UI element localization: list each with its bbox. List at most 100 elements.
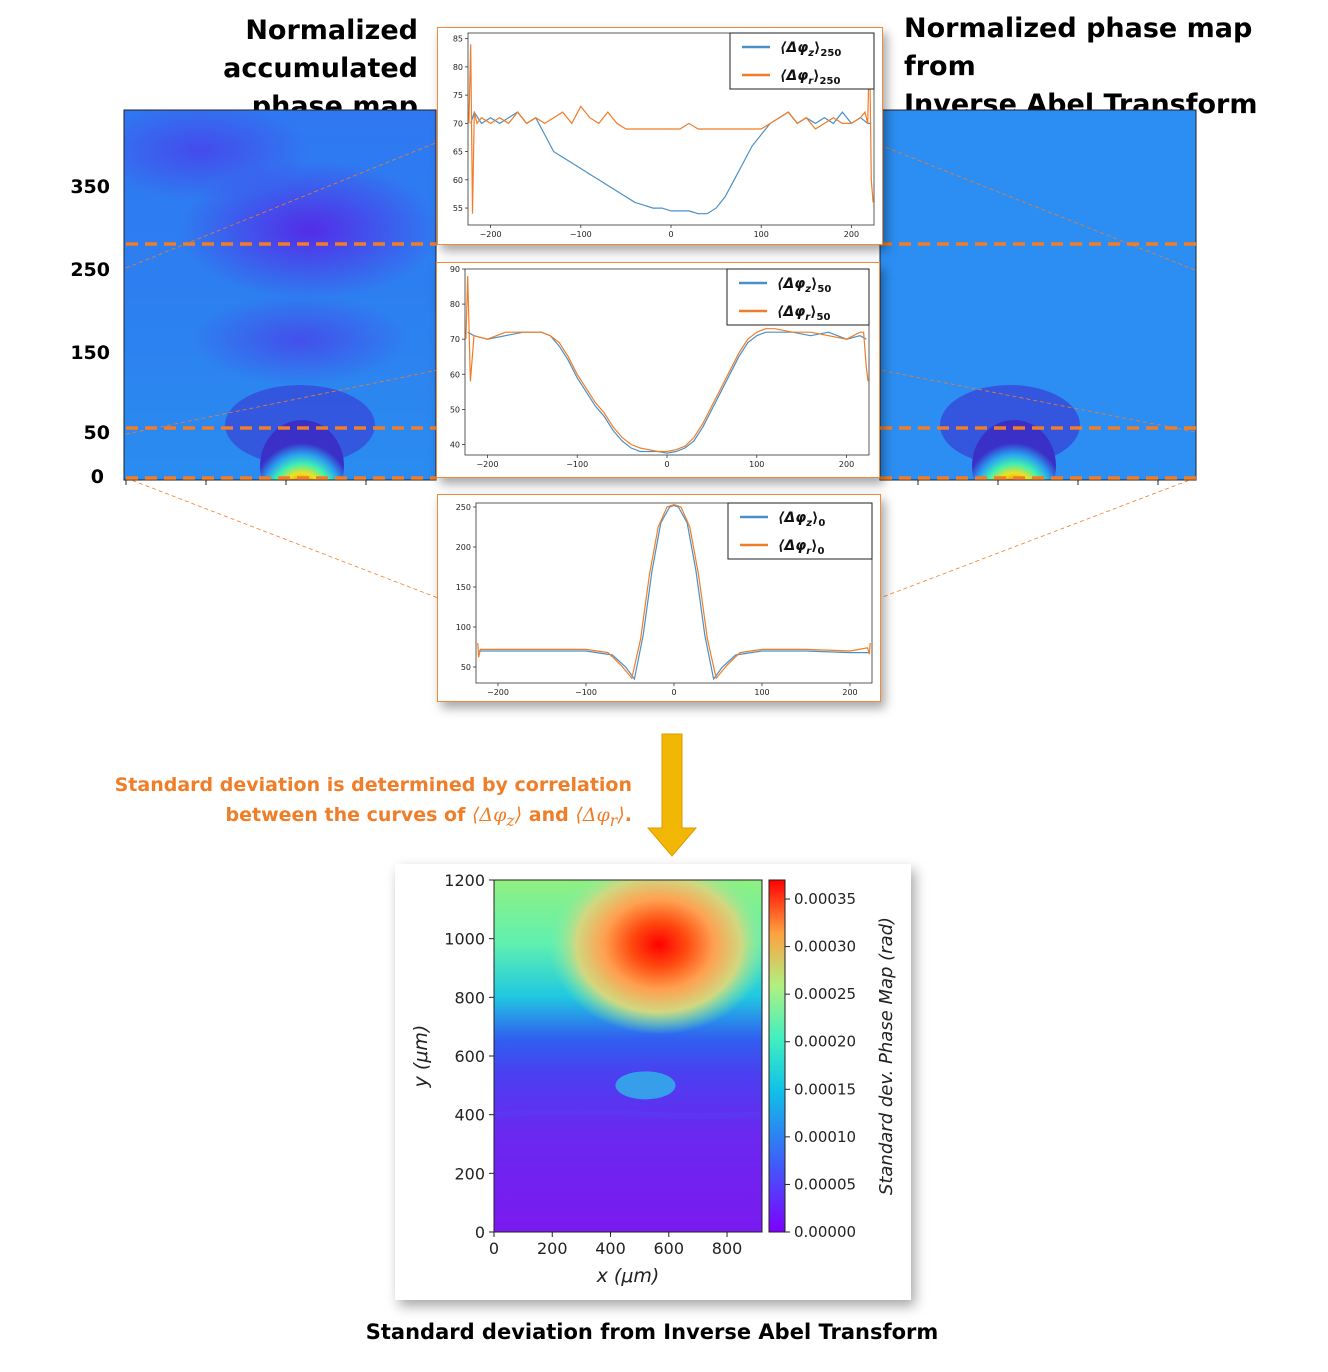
profile-chart-250: −200 −100 0 100 20055606570758085⟨Δφz⟩250⟨Δφ… xyxy=(453,32,875,239)
cb-tick-label: 0.00010 xyxy=(794,1128,856,1146)
std-dev-heatmap: 0 200 400 600 800 0 200 400 600 800 1000 1200 x (μm)… xyxy=(410,871,897,1287)
y-tick-label: 70 xyxy=(453,119,463,128)
y-tick-label: 60 xyxy=(450,370,460,379)
cb-tick-label: 0.00030 xyxy=(794,938,856,956)
hm-x-tick-label: 400 xyxy=(595,1239,626,1258)
x-tick-label: −100 xyxy=(570,230,592,239)
x-tick-label: 0 xyxy=(668,230,673,239)
dashed-row-markers xyxy=(126,242,1196,480)
heatmap-peak xyxy=(548,880,762,1035)
phase-maps xyxy=(123,109,1197,599)
x-tick-label: 200 xyxy=(842,688,857,697)
legend: ⟨Δφz⟩0 ⟨Δφr⟩0 xyxy=(727,502,873,560)
left-map-title: Normalized accumulated phase map xyxy=(60,12,418,126)
map-ytick-50: 50 xyxy=(83,422,110,444)
std-dev-figure: 0 200 400 600 800 0 200 400 600 800 1000 1200 x (μm)… xyxy=(395,864,911,1300)
hm-y-axis-label: y (μm) xyxy=(410,1025,432,1089)
hm-y-tick-label: 0 xyxy=(475,1223,485,1242)
note-line2: between the curves of ⟨Δφz⟩ and ⟨Δφr⟩. xyxy=(225,804,632,830)
colorbar xyxy=(768,879,786,1233)
hm-y-tick-label: 800 xyxy=(454,988,485,1007)
right-map-frame xyxy=(879,109,1197,481)
legend-label-r: ⟨Δφr⟩50 xyxy=(777,304,830,323)
series-line-z xyxy=(478,504,870,681)
hm-x-tick-label: 0 xyxy=(489,1239,499,1258)
legend-label-r: ⟨Δφr⟩0 xyxy=(778,538,825,557)
correlation-note: Standard deviation is determined by corr… xyxy=(72,770,632,836)
right-phase-map xyxy=(880,110,1196,480)
x-tick-label: 100 xyxy=(754,230,769,239)
y-tick-label: 50 xyxy=(461,663,471,672)
y-tick-label: 65 xyxy=(453,148,463,157)
hm-x-tick-label: 800 xyxy=(712,1239,743,1258)
cb-tick-label: 0.00015 xyxy=(794,1080,856,1098)
legend: ⟨Δφz⟩50 ⟨Δφr⟩50 xyxy=(726,268,870,326)
left-title-line1: Normalized accumulated xyxy=(223,15,418,84)
x-tick-label: −200 xyxy=(480,230,502,239)
hm-y-tick-label: 1000 xyxy=(444,930,485,949)
right-title-line1: Normalized phase map from xyxy=(904,13,1253,82)
legend-label-z: ⟨Δφz⟩0 xyxy=(778,510,825,529)
cb-tick-label: 0.00020 xyxy=(794,1033,856,1051)
y-tick-label: 80 xyxy=(450,300,460,309)
connector-lines xyxy=(125,141,1196,599)
legend-label-z: ⟨Δφz⟩50 xyxy=(777,276,831,295)
hm-y-tick-label: 1200 xyxy=(444,871,485,890)
colorbar-label: Standard dev. Phase Map (rad) xyxy=(876,917,897,1195)
y-tick-label: 50 xyxy=(450,405,460,414)
cb-tick-label: 0.00005 xyxy=(794,1175,856,1193)
profile-chart-0: −200 −100 0 100 200 50 100 150 200 250 ⟨Δφz⟩0 ⟨Δφr⟩… xyxy=(456,502,873,697)
y-tick-label: 85 xyxy=(453,35,463,44)
profile-panel-50: −200 −100 0 100 200 40 50 60 70 80 90 ⟨Δφz⟩50 ⟨Δφr⟩5… xyxy=(436,262,880,478)
legend-label-r: ⟨Δφr⟩250 xyxy=(780,68,840,87)
legend-label-z: ⟨Δφz⟩250 xyxy=(780,40,841,59)
figure-caption: Standard deviation from Inverse Abel Tra… xyxy=(365,1320,939,1344)
profile-chart-50: −200 −100 0 100 200 40 50 60 70 80 90 ⟨Δφz⟩50 ⟨Δφr⟩5… xyxy=(450,265,870,469)
x-tick-label: 200 xyxy=(844,230,859,239)
profile-panel-0: −200 −100 0 100 200 50 100 150 200 250 ⟨Δφz⟩0 ⟨Δφr⟩… xyxy=(437,494,881,702)
y-tick-label: 100 xyxy=(456,623,471,632)
plot-area xyxy=(475,502,873,684)
y-tick-label: 150 xyxy=(456,583,471,592)
y-tick-label: 70 xyxy=(450,335,460,344)
y-tick-label: 55 xyxy=(453,204,463,213)
series-line-r xyxy=(468,44,874,214)
note-line1: Standard deviation is determined by corr… xyxy=(114,774,632,796)
hm-y-tick-label: 400 xyxy=(454,1106,485,1125)
y-tick-label: 40 xyxy=(450,440,460,449)
legend-box xyxy=(726,268,870,326)
x-tick-label: 200 xyxy=(839,460,854,469)
hm-y-tick-label: 200 xyxy=(454,1164,485,1183)
legend: ⟨Δφz⟩250 ⟨Δφr⟩250 xyxy=(729,32,875,90)
left-phase-map xyxy=(124,110,436,480)
series-line-r xyxy=(477,503,871,680)
x-tick-label: 100 xyxy=(754,688,769,697)
x-tick-label: 0 xyxy=(671,688,676,697)
map-xticks xyxy=(125,480,1159,485)
y-tick-label: 90 xyxy=(450,265,460,274)
x-tick-label: −200 xyxy=(487,688,509,697)
series-line-r xyxy=(465,275,869,453)
hm-x-tick-label: 600 xyxy=(654,1239,685,1258)
hm-y-tick-label: 600 xyxy=(454,1047,485,1066)
heatmap-field xyxy=(494,880,762,1232)
map-ytick-250: 250 xyxy=(70,259,110,281)
legend-box xyxy=(729,32,875,90)
right-map-title: Normalized phase map from Inverse Abel T… xyxy=(904,10,1324,124)
x-tick-label: −100 xyxy=(575,688,597,697)
x-tick-label: −200 xyxy=(476,460,498,469)
y-tick-label: 80 xyxy=(453,63,463,72)
map-ytick-150: 150 xyxy=(70,342,110,364)
cb-tick-label: 0.00035 xyxy=(794,890,856,908)
map-ytick-350: 350 xyxy=(70,176,110,198)
y-tick-label: 250 xyxy=(456,503,471,512)
cb-tick-label: 0.00025 xyxy=(794,985,856,1003)
y-tick-label: 60 xyxy=(453,176,463,185)
cb-tick-label: 0.00000 xyxy=(794,1223,856,1241)
down-arrow-icon xyxy=(646,733,698,857)
x-tick-label: 0 xyxy=(664,460,669,469)
legend-box xyxy=(727,502,873,560)
y-tick-label: 75 xyxy=(453,91,463,100)
profile-panel-250: −200 −100 0 100 200 55 60 65 70 75 80 85 ⟨Δφz⟩250 ⟨Δφ… xyxy=(437,27,883,245)
hm-x-axis-label: x (μm) xyxy=(596,1265,660,1287)
